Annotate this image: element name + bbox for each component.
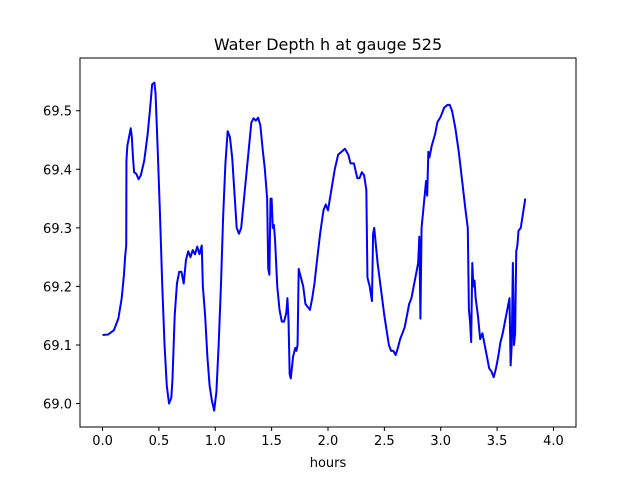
x-tick-label: 1.0: [205, 434, 226, 449]
plot-area: [79, 57, 577, 428]
x-tick-label: 0.0: [92, 434, 113, 449]
x-tick-label: 2.0: [318, 434, 339, 449]
x-tick-label: 4.0: [543, 434, 564, 449]
x-tick-label: 3.0: [430, 434, 451, 449]
plot-frame: [79, 57, 577, 428]
x-tick-label: 2.5: [374, 434, 395, 449]
y-tick-label: 69.2: [43, 280, 72, 295]
chart-title: Water Depth h at gauge 525: [214, 35, 442, 54]
y-axis-ticks: 69.0 69.1 69.2 69.3 69.4 69.5: [43, 105, 80, 413]
x-tick-label: 1.5: [261, 434, 282, 449]
y-tick-label: 69.4: [43, 163, 72, 178]
y-tick-label: 69.5: [43, 105, 72, 120]
x-tick-label: 3.5: [487, 434, 508, 449]
y-tick-label: 69.0: [43, 398, 72, 413]
y-tick-label: 69.1: [43, 339, 72, 354]
x-axis-ticks: 0.0 0.5 1.0 1.5 2.0 2.5 3.0 3.5 4.0: [92, 427, 564, 449]
series-line-0: [102, 81, 527, 412]
x-tick-label: 0.5: [149, 434, 170, 449]
y-tick-label: 69.3: [43, 222, 72, 237]
x-axis-label: hours: [310, 456, 347, 471]
